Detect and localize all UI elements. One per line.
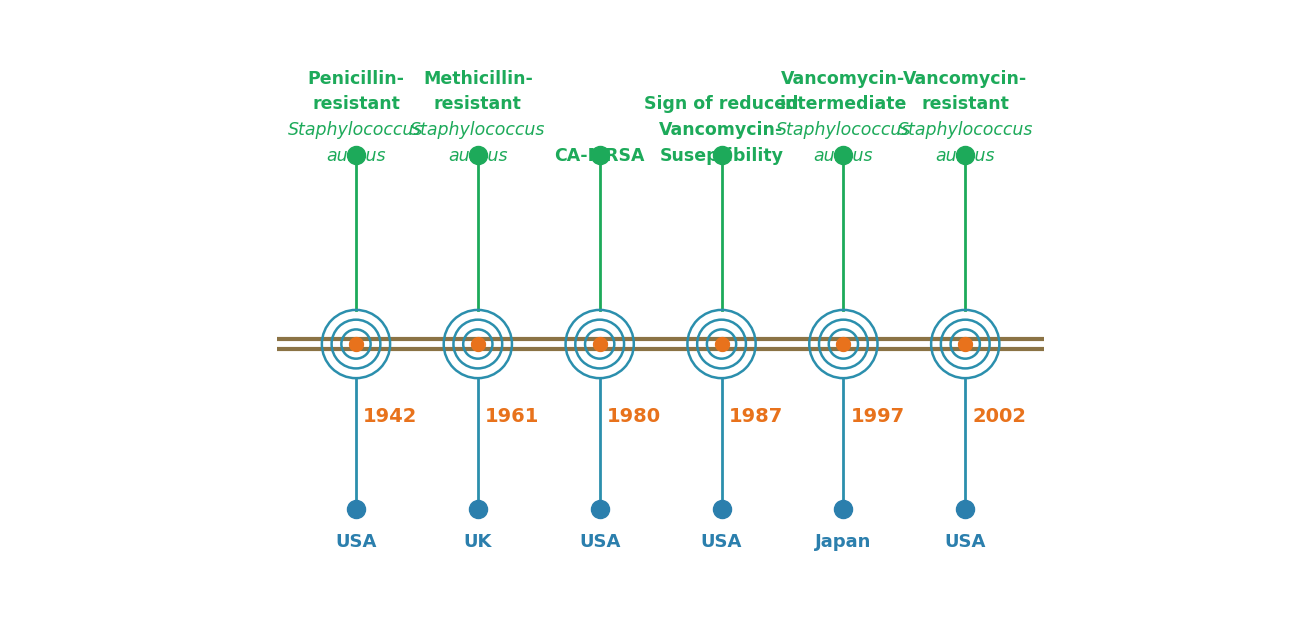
Text: USA: USA [335, 533, 376, 551]
Text: Staphylococcus: Staphylococcus [776, 121, 911, 139]
Text: 1997: 1997 [851, 408, 905, 427]
Text: UK: UK [464, 533, 492, 551]
Text: aureus: aureus [813, 147, 873, 165]
Text: Japan: Japan [815, 533, 871, 551]
Text: Vancomycin-: Vancomycin- [904, 70, 1027, 88]
Text: Suseptibility: Suseptibility [660, 147, 784, 165]
Text: Methicillin-: Methicillin- [423, 70, 532, 88]
Text: USA: USA [579, 533, 620, 551]
Text: USA: USA [701, 533, 742, 551]
Text: 1987: 1987 [728, 408, 784, 427]
Text: Sign of reduced: Sign of reduced [644, 96, 799, 113]
Text: Vancomycin-: Vancomycin- [660, 121, 784, 139]
Text: Staphylococcus: Staphylococcus [410, 121, 545, 139]
Text: resistant: resistant [434, 96, 522, 113]
Text: 1942: 1942 [363, 408, 418, 427]
Text: CA-MRSA: CA-MRSA [554, 147, 644, 165]
Text: 1961: 1961 [485, 408, 540, 427]
Text: intermediate: intermediate [780, 96, 907, 113]
Text: aureus: aureus [936, 147, 995, 165]
Text: Staphylococcus: Staphylococcus [897, 121, 1032, 139]
Text: Staphylococcus: Staphylococcus [289, 121, 424, 139]
Text: 1980: 1980 [607, 408, 661, 427]
Text: aureus: aureus [326, 147, 385, 165]
Text: USA: USA [945, 533, 986, 551]
Text: resistant: resistant [922, 96, 1009, 113]
Text: resistant: resistant [312, 96, 400, 113]
Text: Penicillin-: Penicillin- [308, 70, 405, 88]
Text: 2002: 2002 [973, 408, 1026, 427]
Text: aureus: aureus [449, 147, 508, 165]
Text: Vancomycin-: Vancomycin- [781, 70, 905, 88]
